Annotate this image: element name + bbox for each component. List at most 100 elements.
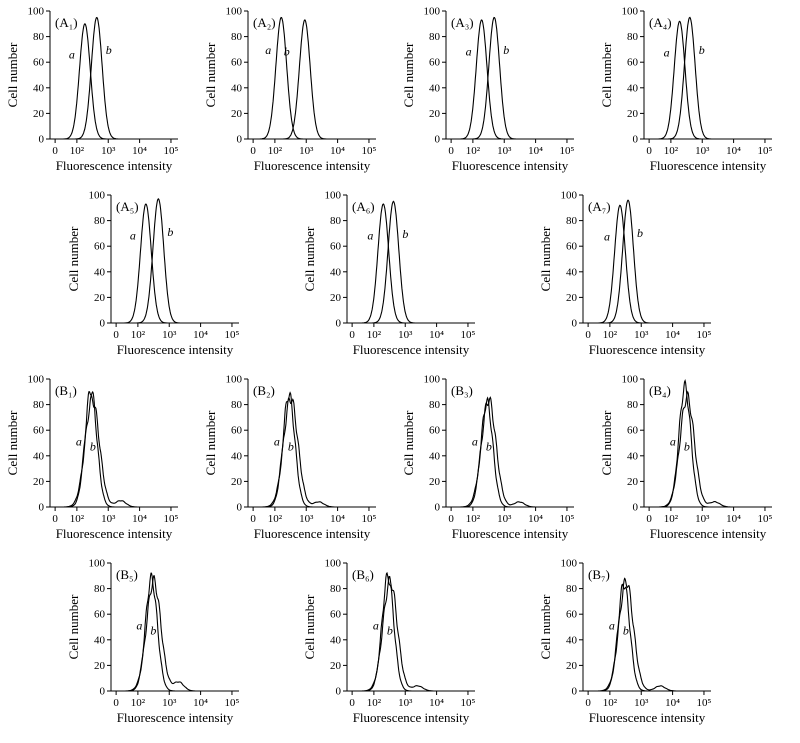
y-tick-label: 0 bbox=[39, 502, 45, 514]
y-axis-label: Cell number bbox=[401, 410, 416, 475]
x-tick-label: 10⁴ bbox=[726, 513, 741, 525]
panel-label: (A₂) bbox=[253, 15, 276, 30]
y-tick-label: 20 bbox=[627, 476, 639, 488]
curve-label-b: b bbox=[288, 440, 294, 454]
y-tick-label: 40 bbox=[627, 450, 639, 462]
x-tick-label: 0 bbox=[52, 145, 58, 157]
x-axis-label: Fluorescence intensity bbox=[589, 710, 706, 725]
panel-label: (B₄) bbox=[649, 383, 671, 398]
x-tick-label: 10³ bbox=[101, 145, 116, 157]
y-tick-label: 60 bbox=[231, 57, 243, 69]
x-tick-label: 0 bbox=[113, 697, 119, 709]
x-tick-label: 10⁴ bbox=[665, 329, 680, 341]
x-tick-label: 10⁵ bbox=[164, 513, 179, 525]
x-tick-label: 10⁵ bbox=[697, 329, 712, 341]
y-tick-label: 20 bbox=[566, 292, 578, 304]
x-tick-label: 10³ bbox=[299, 513, 314, 525]
y-tick-label: 20 bbox=[429, 108, 441, 120]
panel-label: (A₃) bbox=[451, 15, 474, 30]
y-tick-label: 40 bbox=[429, 82, 441, 94]
y-tick-label: 100 bbox=[89, 190, 106, 202]
curve-label-b: b bbox=[637, 226, 643, 240]
curve-label-b: b bbox=[387, 624, 393, 638]
x-tick-label: 0 bbox=[646, 513, 652, 525]
curve-b bbox=[50, 16, 178, 140]
curve-a bbox=[111, 203, 239, 324]
y-tick-label: 20 bbox=[429, 476, 441, 488]
curve-b bbox=[583, 577, 711, 692]
y-tick-label: 60 bbox=[429, 425, 441, 437]
y-tick-label: 80 bbox=[330, 215, 342, 227]
y-tick-label: 80 bbox=[627, 31, 639, 43]
y-tick-label: 80 bbox=[231, 399, 243, 411]
panel-label: (B₃) bbox=[451, 383, 473, 398]
x-axis-label: Fluorescence intensity bbox=[353, 710, 470, 725]
panel-label: (B₇) bbox=[588, 567, 610, 582]
y-tick-label: 40 bbox=[429, 450, 441, 462]
x-tick-label: 10³ bbox=[299, 145, 314, 157]
curve-label-b: b bbox=[684, 440, 690, 454]
x-tick-label: 10² bbox=[131, 329, 146, 341]
y-tick-label: 0 bbox=[633, 502, 639, 514]
x-tick-label: 10⁵ bbox=[758, 513, 773, 525]
panel-label: (A₇) bbox=[588, 199, 611, 214]
x-tick-label: 10⁴ bbox=[330, 513, 345, 525]
x-tick-label: 10⁴ bbox=[132, 513, 147, 525]
y-tick-label: 80 bbox=[429, 399, 441, 411]
panel-label: (B₂) bbox=[253, 383, 275, 398]
y-tick-label: 100 bbox=[622, 6, 639, 18]
x-axis-label: Fluorescence intensity bbox=[117, 710, 234, 725]
y-tick-label: 80 bbox=[429, 31, 441, 43]
x-tick-label: 10³ bbox=[162, 329, 177, 341]
panel-label: (B₁) bbox=[55, 383, 77, 398]
x-tick-label: 10² bbox=[367, 329, 382, 341]
y-tick-label: 60 bbox=[627, 425, 639, 437]
curve-b bbox=[347, 576, 475, 692]
x-axis-label: Fluorescence intensity bbox=[589, 342, 706, 357]
curve-label-a: a bbox=[265, 43, 271, 57]
curve-b bbox=[248, 19, 376, 140]
figure-row-b-top: 0 20 40 60 80 100 0 10² 10³ 10⁴ 10⁵ Fluorescence in… bbox=[0, 371, 800, 553]
curve-a bbox=[50, 390, 178, 508]
x-tick-label: 10⁵ bbox=[225, 329, 240, 341]
x-tick-label: 0 bbox=[448, 513, 454, 525]
figure-row-b-bottom: 0 20 40 60 80 100 0 10² 10³ 10⁴ 10⁵ Fluorescence in… bbox=[0, 555, 800, 737]
y-tick-label: 60 bbox=[429, 57, 441, 69]
curve-b bbox=[248, 397, 376, 508]
x-tick-label: 10³ bbox=[634, 697, 649, 709]
y-axis-label: Cell number bbox=[203, 42, 218, 107]
x-axis-label: Fluorescence intensity bbox=[254, 158, 371, 173]
curve-label-a: a bbox=[136, 619, 142, 633]
y-tick-label: 60 bbox=[627, 57, 639, 69]
x-tick-label: 10⁴ bbox=[193, 697, 208, 709]
curve-a bbox=[446, 19, 574, 140]
y-tick-label: 0 bbox=[435, 502, 441, 514]
curve-label-a: a bbox=[466, 45, 472, 59]
x-tick-label: 10² bbox=[268, 513, 283, 525]
curve-label-b: b bbox=[284, 45, 290, 59]
y-tick-label: 40 bbox=[231, 450, 243, 462]
y-tick-label: 0 bbox=[237, 502, 243, 514]
y-axis-label: Cell number bbox=[599, 42, 614, 107]
curve-label-a: a bbox=[76, 435, 82, 449]
x-tick-label: 10² bbox=[466, 513, 481, 525]
curve-b bbox=[111, 575, 239, 692]
x-axis-label: Fluorescence intensity bbox=[254, 526, 371, 541]
x-tick-label: 10⁴ bbox=[429, 329, 444, 341]
curve-a bbox=[248, 391, 376, 508]
x-axis-label: Fluorescence intensity bbox=[452, 158, 569, 173]
curve-b bbox=[644, 390, 772, 508]
curve-label-b: b bbox=[402, 227, 408, 241]
y-tick-label: 40 bbox=[94, 266, 106, 278]
x-tick-label: 10³ bbox=[398, 697, 413, 709]
y-axis-label: Cell number bbox=[66, 226, 81, 291]
x-tick-label: 10⁴ bbox=[330, 145, 345, 157]
panel-label: (A₄) bbox=[649, 15, 672, 30]
